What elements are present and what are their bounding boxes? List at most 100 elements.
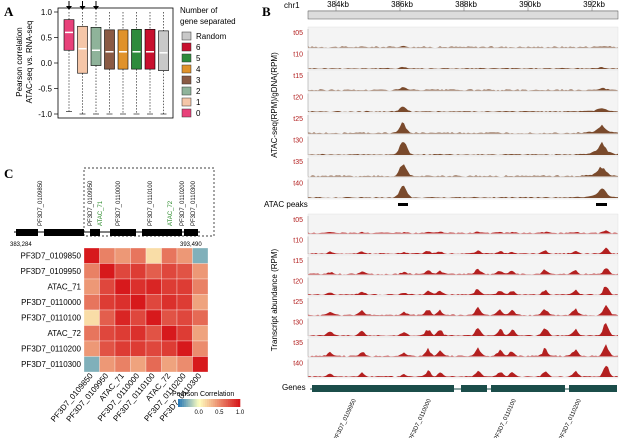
- chromosome-label: chr1: [284, 1, 300, 10]
- correlation-heatmap: PF3D7_0109850 PF3D7_0109950 ATAC_71 PF3D7_0…: [21, 247, 209, 424]
- b-rna-signal-1: [308, 247, 618, 254]
- ytick-label-3: -0.5: [38, 85, 52, 94]
- heat-cell-7-6: [176, 356, 193, 373]
- colorbar-seg-23: [225, 399, 228, 407]
- legend-label-3: 4: [196, 65, 201, 74]
- track-label-5: ATAC_72: [168, 200, 174, 226]
- b-atac-label-5: t30: [293, 138, 303, 145]
- gene-block-2: [491, 385, 565, 392]
- b-rna-label-3: t20: [293, 279, 303, 286]
- ytick-label-2: 0.0: [41, 59, 53, 68]
- heat-cell-6-0: [83, 340, 100, 357]
- heat-cell-5-2: [114, 325, 131, 342]
- heat-cell-6-7: [192, 340, 209, 357]
- heat-cell-2-4: [145, 278, 162, 295]
- heat-cell-1-5: [161, 263, 178, 280]
- colorbar-seg-19: [217, 399, 220, 407]
- colorbar-seg-28: [235, 399, 239, 407]
- track-label-4: PF3D7_0110100: [148, 180, 154, 226]
- heat-cell-1-1: [99, 263, 116, 280]
- heat-cell-4-4: [145, 309, 162, 326]
- gene-block-0: [312, 385, 454, 392]
- b-atac-label-0: t05: [293, 30, 303, 37]
- colorbar-seg-0: [178, 399, 181, 407]
- b-atac-bg-3: [307, 91, 619, 114]
- b-rna-label-6: t35: [293, 340, 303, 347]
- panel-a-ylabel-2: ATAC-seq vs. RNA-seq: [25, 21, 34, 104]
- colorbar-seg-9: [196, 399, 199, 407]
- arrow-head-2: [93, 6, 99, 10]
- panel-c-letter: C: [4, 166, 13, 181]
- colorbar-seg-13: [204, 399, 208, 407]
- colorbar-seg-2: [182, 399, 185, 407]
- heat-cell-1-6: [176, 263, 193, 280]
- arrow-head-0: [66, 6, 72, 10]
- colorbar-seg-26: [231, 399, 235, 407]
- b-rna-label-0: t05: [293, 217, 303, 224]
- colorbar-seg-8: [194, 399, 197, 407]
- box-1: [77, 25, 88, 74]
- heat-cell-7-1: [99, 356, 116, 373]
- panel-a: A Pearson correlation ATAC-seq vs. RNA-s…: [4, 1, 236, 119]
- b-rna-bg-3: [307, 275, 619, 297]
- heat-cell-0-3: [130, 247, 147, 264]
- heat-cell-2-1: [99, 278, 116, 295]
- panel-a-legend-title-2: gene separated: [180, 17, 236, 26]
- b-atac-signal-4: [308, 122, 618, 134]
- heat-cell-2-0: [83, 278, 100, 295]
- colorbar-seg-10: [198, 399, 202, 407]
- heat-cell-2-2: [114, 278, 131, 295]
- track-label-2: ATAC_71: [98, 200, 104, 226]
- zoom-box: [83, 167, 215, 237]
- gene-name-3: PF3D7_0110200: [558, 398, 583, 438]
- track-block-1: [44, 229, 84, 236]
- heatmap-colorbar: 0.0 0.5 1.0: [178, 399, 245, 416]
- heat-cell-0-7: [192, 247, 209, 264]
- box-2: [90, 26, 102, 66]
- heat-cell-4-1: [99, 309, 116, 326]
- colorbar-seg-22: [223, 399, 226, 407]
- heat-cell-5-0: [83, 325, 100, 342]
- heat-cell-6-3: [130, 340, 147, 357]
- colorbar-seg-18: [215, 399, 218, 407]
- heat-cell-3-7: [192, 294, 209, 311]
- b-rna-bg-0: [307, 213, 619, 235]
- ruler-label-4: 392kb: [583, 0, 605, 9]
- colorbar-seg-3: [184, 399, 187, 407]
- coord-end: 393,490: [180, 242, 202, 248]
- gene-block-3: [569, 385, 617, 392]
- ruler-label-1: 386kb: [391, 0, 413, 9]
- heat-cell-2-5: [161, 278, 178, 295]
- colorbar-seg-15: [209, 399, 212, 407]
- b-atac-signal-0: [308, 45, 618, 48]
- ruler-label-0: 384kb: [327, 0, 349, 9]
- track-label-3: PF3D7_0110000: [116, 180, 122, 226]
- heat-cell-1-2: [114, 263, 131, 280]
- panel-a-letter: A: [4, 4, 14, 19]
- b-rna-label-4: t25: [293, 299, 303, 306]
- panel-b: B chr1 384kb 386kb 388kb 390kb 392kb ATAC-se…: [262, 0, 619, 438]
- colorbar-tick-2: 1.0: [236, 410, 245, 416]
- legend-swatch-0: [181, 31, 192, 41]
- heat-cell-4-5: [161, 309, 178, 326]
- track-block-0: [16, 229, 38, 236]
- legend-label-4: 3: [196, 76, 201, 85]
- b-atac-signal-6: [308, 164, 618, 177]
- heat-cell-5-3: [130, 325, 147, 342]
- gene-structure-track: PF3D7_0109850 PF3D7_0109950 ATAC_71 PF3D7_0…: [14, 180, 200, 236]
- heat-cell-7-0: [83, 356, 100, 373]
- heat-cell-3-5: [161, 294, 178, 311]
- heat-cell-6-5: [161, 340, 178, 357]
- panel-a-frame: [57, 7, 174, 119]
- colorbar-seg-12: [202, 399, 206, 407]
- colorbar-seg-21: [221, 399, 224, 407]
- box-3: [104, 29, 115, 70]
- colorbar-tick-1: 0.5: [215, 410, 224, 416]
- b-atac-bg-6: [307, 155, 619, 178]
- ruler-label-3: 390kb: [519, 0, 541, 9]
- atac-tracks: t05 t10 t15 t20 t25 t30 t35 t40: [293, 26, 619, 200]
- legend-swatch-7: [181, 108, 192, 118]
- colorbar-seg-4: [186, 399, 189, 407]
- b-atac-signal-2: [308, 87, 618, 91]
